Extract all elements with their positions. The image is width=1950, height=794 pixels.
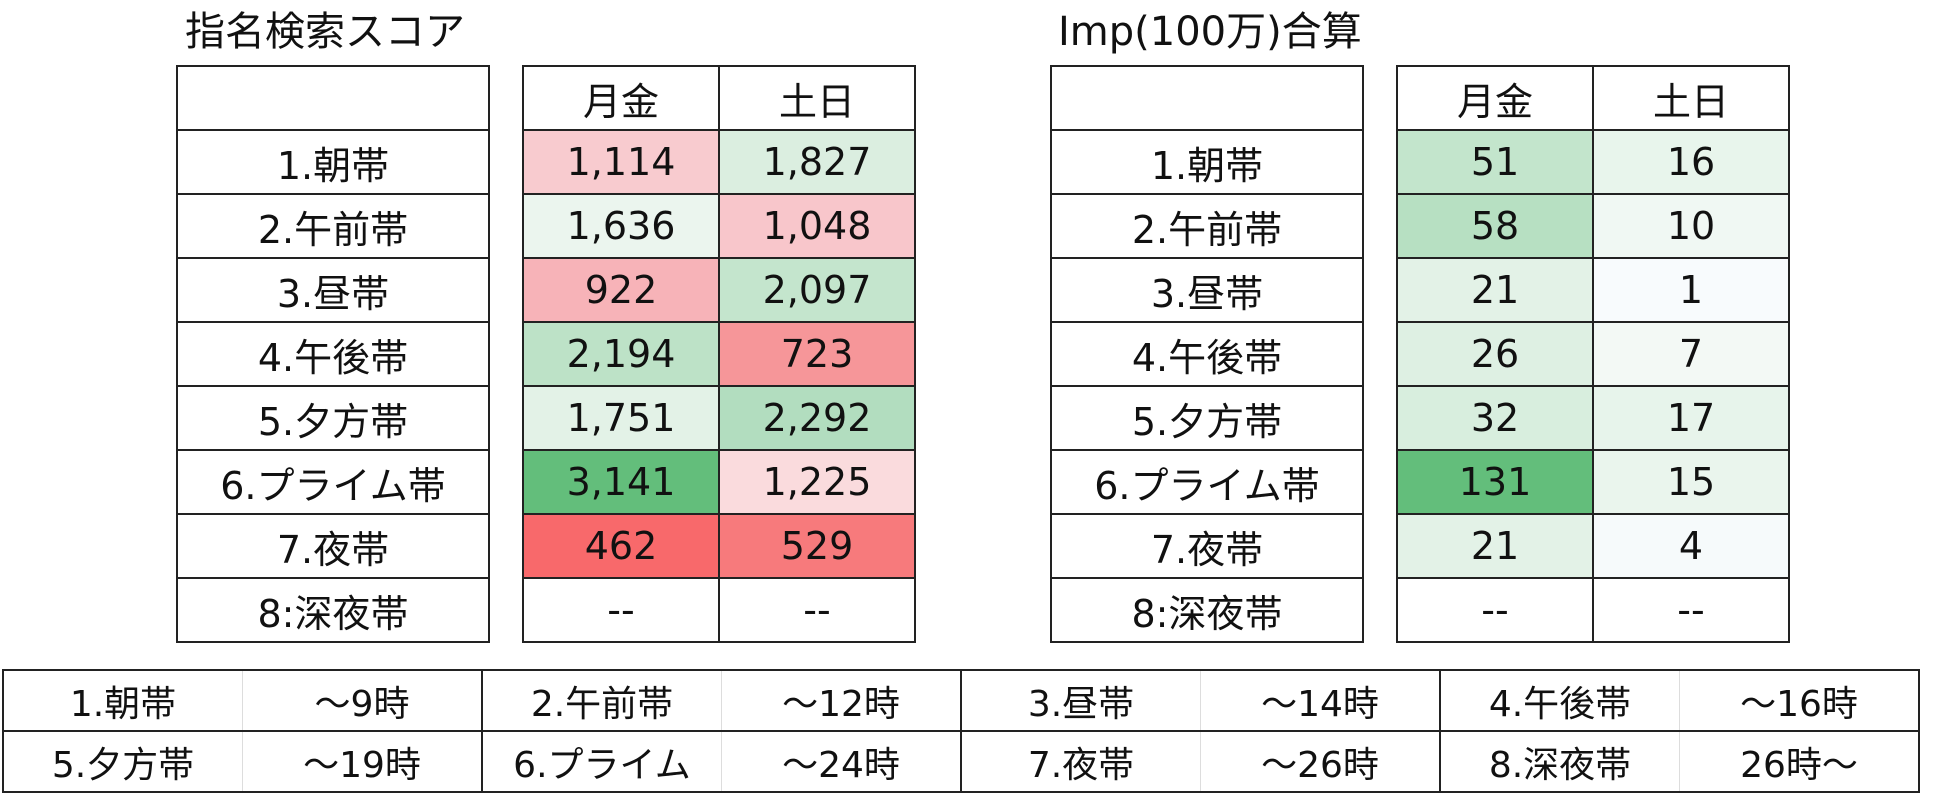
legend-slot-name: 8.深夜帯	[1439, 730, 1680, 793]
weekend-score-cell: 1,225	[718, 449, 916, 515]
time-slot-label: 3.昼帯	[1050, 257, 1364, 323]
weekday-imp-cell: 21	[1396, 513, 1594, 579]
weekend-score-cell: 2,292	[718, 385, 916, 451]
weekend-imp-cell: 15	[1592, 449, 1790, 515]
time-slot-legend: 1.朝帯 ～9時 2.午前帯 ～12時 3.昼帯 ～14時 4.午後帯 ～16時…	[2, 669, 1920, 793]
time-slot-label: 7.夜帯	[1050, 513, 1364, 579]
weekday-imp-cell: 131	[1396, 449, 1594, 515]
time-slot-label: 5.夕方帯	[1050, 385, 1364, 451]
weekday-score-cell: --	[522, 577, 720, 643]
weekend-score-cell: 1,048	[718, 193, 916, 259]
weekday-imp-cell: 58	[1396, 193, 1594, 259]
weekday-score-cell: 2,194	[522, 321, 720, 387]
legend-slot-time: ～16時	[1679, 669, 1920, 732]
weekend-imp-cell: 10	[1592, 193, 1790, 259]
time-slot-label: 8:深夜帯	[1050, 577, 1364, 643]
weekday-imp-cell: 21	[1396, 257, 1594, 323]
time-slot-label: 1.朝帯	[176, 129, 490, 195]
score-value-table: 月金 土日 1,114 1,827 1,636 1,048 922 2,097 2,1…	[522, 65, 916, 643]
weekend-imp-cell: 17	[1592, 385, 1790, 451]
legend-slot-time: ～26時	[1200, 730, 1441, 793]
time-slot-label: 3.昼帯	[176, 257, 490, 323]
weekend-imp-cell: 1	[1592, 257, 1790, 323]
weekday-imp-cell: 51	[1396, 129, 1594, 195]
time-slot-label: 2.午前帯	[176, 193, 490, 259]
legend-slot-name: 4.午後帯	[1439, 669, 1680, 732]
imp-label-table: 1.朝帯 2.午前帯 3.昼帯 4.午後帯 5.夕方帯 6.プライム帯 7.夜帯…	[1050, 65, 1364, 643]
time-slot-label: 6.プライム帯	[176, 449, 490, 515]
legend-slot-time: ～19時	[242, 730, 483, 793]
weekday-score-cell: 3,141	[522, 449, 720, 515]
weekend-header: 土日	[1592, 65, 1790, 131]
legend-slot-name: 5.夕方帯	[2, 730, 243, 793]
weekend-imp-cell: 7	[1592, 321, 1790, 387]
weekday-score-cell: 462	[522, 513, 720, 579]
weekday-score-cell: 922	[522, 257, 720, 323]
time-slot-label: 2.午前帯	[1050, 193, 1364, 259]
legend-slot-time: ～12時	[721, 669, 962, 732]
legend-slot-name: 3.昼帯	[960, 669, 1201, 732]
weekday-imp-cell: 32	[1396, 385, 1594, 451]
legend-slot-name: 1.朝帯	[2, 669, 243, 732]
legend-slot-time: ～24時	[721, 730, 962, 793]
weekend-score-cell: 2,097	[718, 257, 916, 323]
legend-slot-name: 2.午前帯	[481, 669, 722, 732]
weekend-score-cell: 1,827	[718, 129, 916, 195]
time-slot-label: 6.プライム帯	[1050, 449, 1364, 515]
weekday-imp-cell: --	[1396, 577, 1594, 643]
header-blank-cell	[1050, 65, 1364, 131]
score-title: 指名検索スコア	[185, 9, 465, 55]
legend-slot-name: 7.夜帯	[960, 730, 1201, 793]
weekend-score-cell: 723	[718, 321, 916, 387]
weekday-score-cell: 1,751	[522, 385, 720, 451]
legend-slot-time: ～9時	[242, 669, 483, 732]
weekday-header: 月金	[522, 65, 720, 131]
legend-slot-name: 6.プライム	[481, 730, 722, 793]
weekday-header: 月金	[1396, 65, 1594, 131]
time-slot-label: 5.夕方帯	[176, 385, 490, 451]
weekday-score-cell: 1,636	[522, 193, 720, 259]
weekend-score-cell: 529	[718, 513, 916, 579]
imp-title: Imp(100万)合算	[1058, 9, 1362, 55]
time-slot-label: 4.午後帯	[1050, 321, 1364, 387]
imp-value-table: 月金 土日 51 16 58 10 21 1 26 7 32 17 131 15 21 4 -…	[1396, 65, 1790, 643]
weekday-score-cell: 1,114	[522, 129, 720, 195]
time-slot-label: 7.夜帯	[176, 513, 490, 579]
weekend-imp-cell: --	[1592, 577, 1790, 643]
time-slot-label: 4.午後帯	[176, 321, 490, 387]
legend-slot-time: 26時～	[1679, 730, 1920, 793]
header-blank-cell	[176, 65, 490, 131]
time-slot-label: 1.朝帯	[1050, 129, 1364, 195]
time-slot-label: 8:深夜帯	[176, 577, 490, 643]
weekend-imp-cell: 4	[1592, 513, 1790, 579]
weekend-header: 土日	[718, 65, 916, 131]
weekend-score-cell: --	[718, 577, 916, 643]
legend-slot-time: ～14時	[1200, 669, 1441, 732]
weekday-imp-cell: 26	[1396, 321, 1594, 387]
score-label-table: 1.朝帯 2.午前帯 3.昼帯 4.午後帯 5.夕方帯 6.プライム帯 7.夜帯…	[176, 65, 490, 643]
weekend-imp-cell: 16	[1592, 129, 1790, 195]
